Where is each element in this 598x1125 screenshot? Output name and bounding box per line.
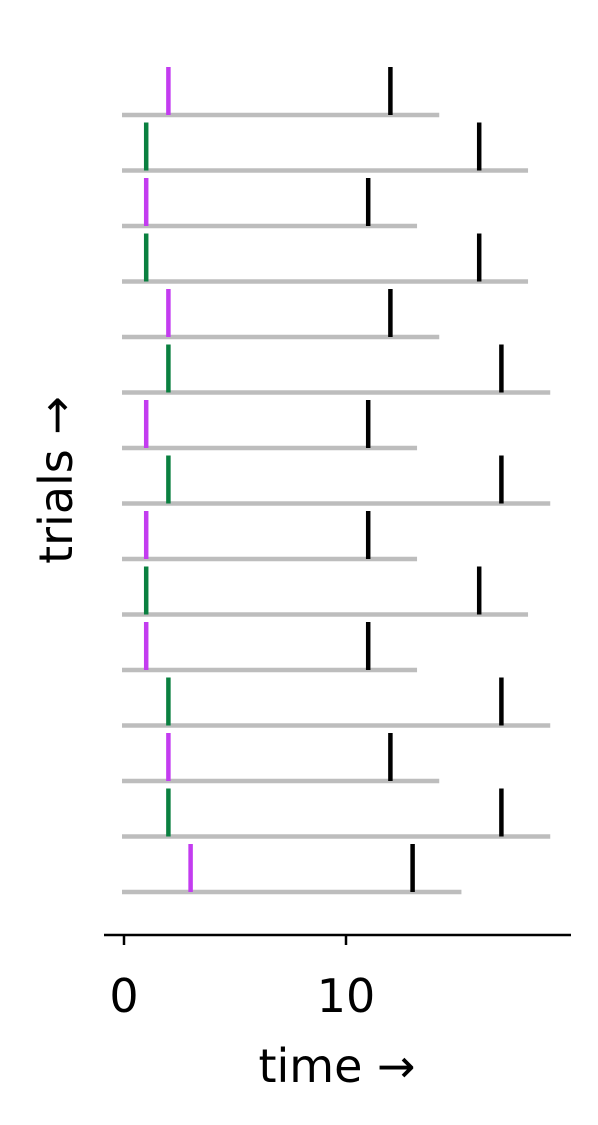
x-tick-label: 0 [109, 969, 138, 1023]
y-axis-label: trials → [29, 396, 83, 564]
x-axis-label: time → [258, 1039, 415, 1093]
trial-marks [122, 67, 550, 892]
x-tick-label: 10 [317, 969, 376, 1023]
x-axis-ticks: 0 10 [109, 935, 375, 1023]
